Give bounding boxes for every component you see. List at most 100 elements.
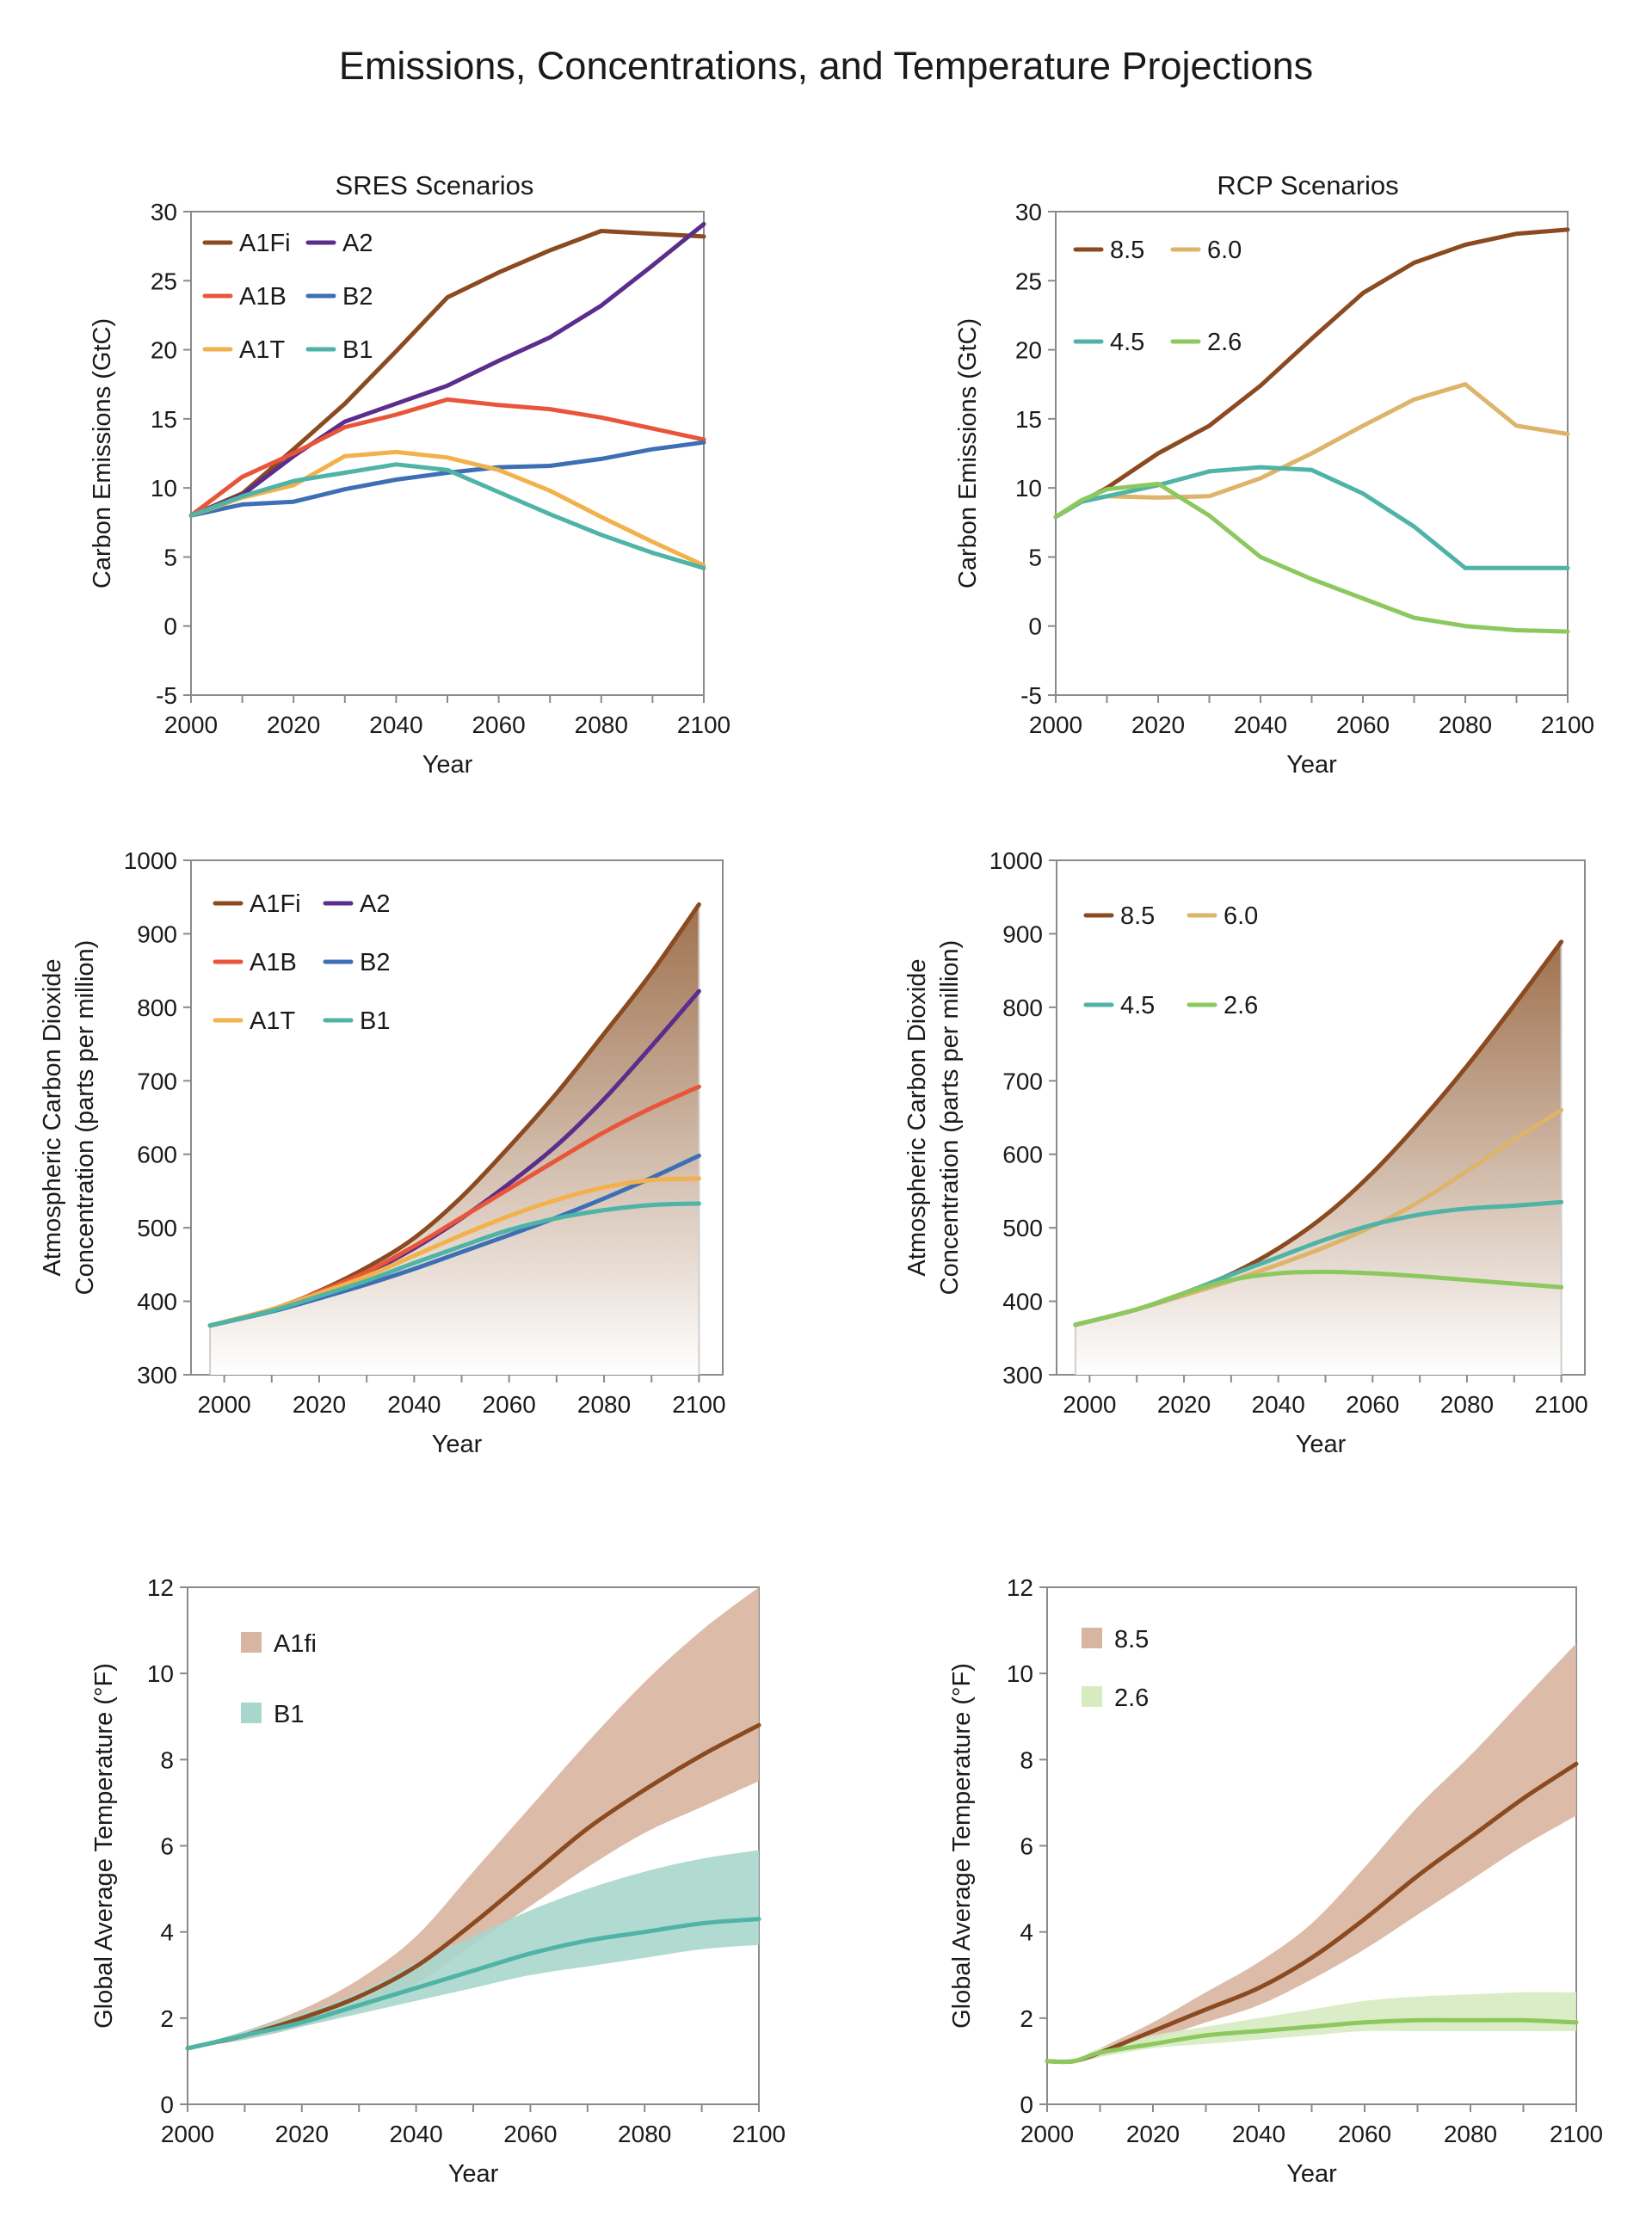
y-tick-label: 30 (151, 199, 177, 225)
area-fill-8-5 (1075, 941, 1562, 1375)
y-tick-label: 6 (160, 1833, 174, 1860)
y-tick-label: 15 (151, 406, 177, 433)
y-tick-label: 12 (147, 1574, 174, 1601)
x-tick-label: 2060 (503, 2121, 557, 2147)
legend-label-8-5: 8.5 (1120, 902, 1155, 930)
y-axis-label: Global Average Temperature (°F) (948, 1663, 976, 2029)
legend-label-b2: B2 (342, 283, 373, 311)
y-tick-label: 30 (1015, 199, 1042, 225)
y-tick-label: 300 (1002, 1362, 1043, 1389)
legend-label-a1t: A1T (250, 1007, 295, 1035)
x-tick-label: 2060 (483, 1391, 536, 1418)
rcp-temperature-chart: 0 2 4 6 8 10 12 2000 2020 2040 2060 2080 2100 Year Glo… (948, 1574, 1603, 2188)
x-tick-label: 2020 (267, 711, 320, 738)
y-tick-label: 600 (137, 1142, 177, 1168)
x-tick-label: 2000 (1029, 711, 1082, 738)
x-tick-label: 2080 (1439, 711, 1492, 738)
y-tick-label: 400 (1002, 1289, 1043, 1315)
legend-label-6-0: 6.0 (1207, 237, 1242, 264)
y-axis-label: Concentration (parts per million) (936, 940, 964, 1296)
legend-label-4-5: 4.5 (1120, 992, 1155, 1019)
x-tick-label: 2020 (1126, 2121, 1180, 2147)
x-tick-label: 2060 (1336, 711, 1390, 738)
x-tick-label: 2040 (389, 2121, 442, 2147)
y-axis-label: Carbon Emissions (GtC) (954, 318, 982, 588)
uncertainty-band-8-5 (1047, 1643, 1576, 2063)
x-axis-label: Year (1286, 2160, 1337, 2188)
y-tick-label: 800 (1002, 995, 1043, 1021)
rcp-co2-concentration-chart: 300 400 500 600 700 800 900 1000 2000 2020 2040 206… (903, 847, 1588, 1458)
series-line-b1 (185, 1917, 761, 2051)
rcp-emissions-chart: RCP Scenarios -5 0 5 10 15 20 25 30 2000 2020 2040… (954, 170, 1594, 779)
series-line-a1fi (188, 229, 706, 518)
legend-swatch-2-6 (1082, 1686, 1102, 1707)
y-axis-label: Carbon Emissions (GtC) (89, 318, 116, 588)
x-tick-label: 2100 (1541, 711, 1594, 738)
series-line-a1fi (185, 1722, 761, 2051)
y-tick-label: 8 (1020, 1746, 1033, 1773)
series-line-a1b (188, 397, 706, 518)
series-line-2-6 (1053, 481, 1570, 634)
legend-label-2-6: 2.6 (1114, 1684, 1149, 1712)
legend-label-a1t: A1T (239, 336, 285, 364)
y-tick-label: -5 (1020, 682, 1042, 709)
x-tick-label: 2080 (577, 1391, 631, 1418)
y-tick-label: 700 (1002, 1068, 1043, 1094)
y-tick-label: 5 (1028, 544, 1042, 570)
y-tick-label: 600 (1002, 1142, 1043, 1168)
y-tick-label: 0 (160, 2091, 174, 2118)
x-tick-label: 2100 (1550, 2121, 1603, 2147)
y-tick-label: 12 (1007, 1574, 1033, 1601)
y-tick-label: 4 (160, 1919, 174, 1946)
y-tick-label: 400 (137, 1289, 177, 1315)
x-tick-label: 2060 (1338, 2121, 1391, 2147)
x-axis-label: Year (1296, 1431, 1347, 1458)
legend-label-a2: A2 (360, 890, 390, 918)
legend-label-a1fi: A1fi (274, 1630, 317, 1658)
y-tick-label: 25 (151, 268, 177, 294)
y-tick-label: 0 (1028, 613, 1042, 640)
y-tick-label: 4 (1020, 1919, 1033, 1946)
legend-label-4-5: 4.5 (1110, 329, 1144, 356)
x-tick-label: 2020 (1157, 1391, 1211, 1418)
x-tick-label: 2000 (1020, 2121, 1074, 2147)
series-line-b2 (188, 440, 706, 518)
series-line-2-6 (1073, 1269, 1564, 1327)
y-tick-label: 500 (1002, 1215, 1043, 1241)
x-tick-label: 2000 (197, 1391, 250, 1418)
y-tick-label: 0 (163, 613, 177, 640)
x-tick-label: 2080 (575, 711, 628, 738)
y-tick-label: 25 (1015, 268, 1042, 294)
legend-label-a1b: A1B (239, 283, 287, 311)
y-tick-label: 800 (137, 995, 177, 1021)
x-tick-label: 2080 (1440, 1391, 1494, 1418)
y-tick-label: 1000 (989, 847, 1043, 874)
x-tick-label: 2020 (275, 2121, 329, 2147)
figure-title: Emissions, Concentrations, and Temperatu… (339, 44, 1313, 88)
legend-label-8-5: 8.5 (1110, 237, 1144, 264)
y-tick-label: 900 (137, 921, 177, 947)
y-tick-label: 8 (160, 1746, 174, 1773)
legend-label-a1b: A1B (250, 949, 297, 976)
legend-label-6-0: 6.0 (1224, 902, 1258, 930)
y-tick-label: 10 (1007, 1660, 1033, 1687)
y-tick-label: 2 (1020, 2005, 1033, 2032)
x-tick-label: 2100 (1534, 1391, 1587, 1418)
y-tick-label: 0 (1020, 2091, 1033, 2118)
y-axis-label: Concentration (parts per million) (71, 940, 99, 1296)
y-tick-label: 700 (137, 1068, 177, 1094)
legend-swatch-a1fi (241, 1632, 262, 1653)
x-tick-label: 2000 (164, 711, 218, 738)
x-tick-label: 2060 (1346, 1391, 1399, 1418)
x-tick-label: 2020 (293, 1391, 346, 1418)
legend-swatch-b1 (241, 1703, 262, 1723)
legend-label-a2: A2 (342, 230, 373, 257)
y-axis-label: Global Average Temperature (°F) (90, 1663, 118, 2029)
legend-label-b1: B1 (360, 1007, 390, 1035)
series-line-a1t (207, 1176, 701, 1328)
legend-label-a1fi: A1Fi (239, 230, 291, 257)
y-tick-label: 5 (163, 544, 177, 570)
y-tick-label: 20 (1015, 337, 1042, 364)
x-tick-label: 2100 (677, 711, 730, 738)
y-tick-label: 10 (151, 475, 177, 502)
